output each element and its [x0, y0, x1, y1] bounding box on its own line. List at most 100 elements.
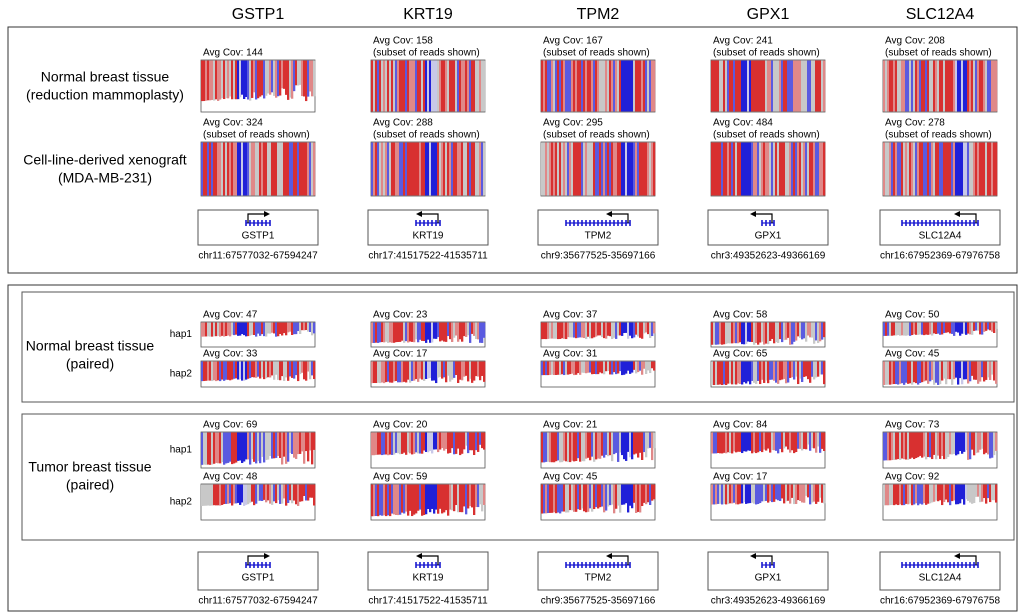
exon [435, 220, 437, 226]
read-stripe [243, 61, 245, 100]
read-stripe [309, 362, 311, 380]
read-stripe [371, 433, 373, 456]
read-stripe [375, 61, 377, 112]
read-stripe [375, 433, 377, 455]
exon [945, 220, 947, 226]
avg-coverage: Avg Cov: 23 [373, 310, 428, 321]
read-stripe [819, 61, 821, 112]
read-stripe [287, 433, 289, 462]
avg-coverage: Avg Cov: 17 [373, 349, 428, 360]
read-stripe [291, 143, 293, 196]
read-stripe [799, 143, 801, 196]
read-stripe [615, 143, 617, 196]
read-stripe [725, 433, 727, 454]
read-stripe [985, 61, 987, 112]
read-stripe [817, 61, 819, 112]
read-stripe [217, 362, 219, 381]
read-stripe [231, 362, 233, 380]
read-stripe [377, 433, 379, 455]
read-stripe [915, 485, 917, 504]
read-stripe [201, 362, 203, 382]
read-stripe [581, 362, 583, 373]
read-stripe [895, 485, 897, 505]
read-stripe [403, 485, 405, 514]
read-stripe [227, 362, 229, 380]
read-stripe [715, 362, 717, 385]
read-stripe [265, 485, 267, 503]
read-stripe [777, 323, 779, 343]
read-stripe [451, 362, 453, 380]
read-stripe [929, 485, 931, 504]
read-stripe [917, 362, 919, 385]
read-stripe [727, 323, 729, 344]
read-stripe [955, 485, 957, 505]
read-stripe [739, 433, 741, 452]
read-stripe [739, 61, 741, 112]
read-stripe [899, 485, 901, 505]
read-stripe [543, 433, 545, 463]
read-stripe [443, 485, 445, 513]
read-stripe [925, 485, 927, 505]
read-stripe [641, 433, 643, 460]
read-stripe [959, 143, 961, 196]
read-stripe [809, 362, 811, 383]
read-stripe [263, 143, 265, 196]
read-stripe [821, 143, 823, 196]
read-stripe [203, 485, 205, 506]
read-stripe [441, 143, 443, 196]
read-stripe [461, 61, 463, 112]
read-stripe [771, 485, 773, 503]
read-stripe [409, 143, 411, 196]
read-stripe [419, 323, 421, 340]
avg-coverage: Avg Cov: 278 [885, 118, 945, 129]
read-stripe [289, 323, 291, 332]
read-stripe [811, 362, 813, 377]
read-stripe [411, 323, 413, 342]
read-stripe [591, 362, 593, 375]
exon [439, 562, 441, 568]
exon [593, 562, 595, 568]
read-stripe [625, 323, 627, 333]
read-stripe [619, 362, 621, 372]
avg-coverage: Avg Cov: 20 [373, 420, 428, 431]
read-stripe [579, 485, 581, 510]
read-stripe [947, 485, 949, 503]
read-stripe [241, 61, 243, 95]
exon [613, 562, 615, 568]
read-stripe [299, 143, 301, 196]
read-stripe [631, 143, 633, 196]
read-stripe [761, 362, 763, 380]
read-stripe [563, 61, 565, 112]
read-stripe [925, 143, 927, 196]
exon [941, 220, 943, 226]
read-stripe [643, 433, 645, 453]
read-stripe [265, 323, 267, 337]
read-stripe [379, 485, 381, 516]
read-stripe [447, 143, 449, 196]
read-stripe [399, 362, 401, 383]
read-stripe [311, 362, 313, 376]
read-stripe [269, 433, 271, 457]
read-stripe [613, 433, 615, 455]
read-stripe [609, 362, 611, 375]
read-stripe [713, 485, 715, 505]
read-stripe [621, 362, 623, 376]
read-stripe [601, 362, 603, 374]
read-stripe [421, 362, 423, 380]
read-stripe [977, 61, 979, 112]
read-stripe [801, 61, 803, 112]
exon [949, 220, 951, 226]
read-stripe [301, 433, 303, 452]
read-stripe [783, 61, 785, 112]
read-stripe [635, 323, 637, 335]
read-stripe [965, 433, 967, 451]
read-stripe [953, 143, 955, 196]
read-stripe [643, 485, 645, 503]
read-stripe [579, 433, 581, 462]
read-stripe [653, 485, 655, 500]
read-stripe [927, 61, 929, 112]
read-stripe [543, 61, 545, 112]
read-stripe [279, 433, 281, 458]
read-stripe [241, 362, 243, 381]
read-stripe [307, 143, 309, 196]
